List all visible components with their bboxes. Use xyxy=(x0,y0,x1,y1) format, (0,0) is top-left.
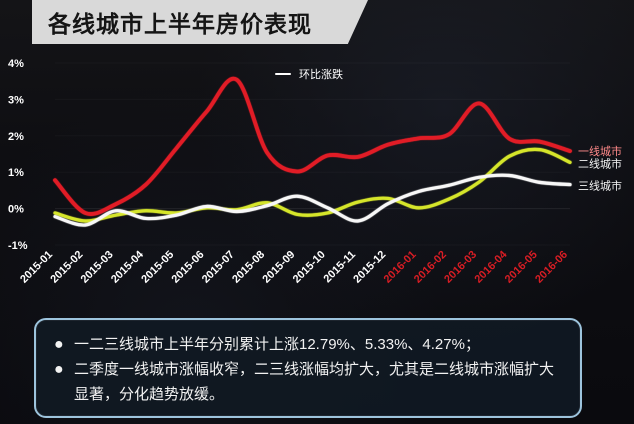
series-1-point-17 xyxy=(538,140,541,143)
series-3-point-5 xyxy=(175,214,178,217)
series-2-point-2 xyxy=(84,220,87,222)
series-2-point-18 xyxy=(569,161,571,164)
series-2-point-17 xyxy=(538,148,541,151)
series-2-point-11 xyxy=(357,201,359,203)
y-tick-label: 1% xyxy=(8,167,24,179)
series-2-point-16 xyxy=(508,155,511,158)
series-3-point-1 xyxy=(54,215,56,218)
bullet-icon: ● xyxy=(54,361,64,378)
x-tick-label: 2015-02 xyxy=(48,249,85,286)
series-3-point-17 xyxy=(538,181,541,184)
series-3-point-6 xyxy=(205,205,208,208)
series-1-point-1 xyxy=(54,179,56,182)
y-tick-label: 4% xyxy=(8,58,24,70)
series-3-point-13 xyxy=(417,190,420,193)
summary-box: ● 一二三线城市上半年分别累计上涨12.79%、5.33%、4.27%； ● 二… xyxy=(34,318,582,418)
summary-item-2: ● 二季度一线城市涨幅收窄，二三线涨幅均扩大，尤其是二线城市涨幅扩大显著，分化趋… xyxy=(54,357,562,407)
x-tick-label: 2016-06 xyxy=(533,249,570,286)
series-2-point-8 xyxy=(266,201,268,204)
x-tick-label: 2015-03 xyxy=(79,249,116,286)
series-3-point-9 xyxy=(296,195,299,198)
series-end-label-3: 三线城市 xyxy=(578,179,622,193)
series-2-point-5 xyxy=(175,212,178,214)
series-end-label-1: 一线城市 xyxy=(578,144,622,158)
x-tick-label: 2015-12 xyxy=(351,249,388,286)
bullet-icon: ● xyxy=(54,336,64,353)
series-1-point-2 xyxy=(84,212,87,214)
summary-text-1: 一二三线城市上半年分别累计上涨12.79%、5.33%、4.27%； xyxy=(74,336,480,353)
series-3-point-11 xyxy=(357,220,359,222)
y-tick-label: 2% xyxy=(8,131,24,143)
series-2-point-1 xyxy=(54,212,56,214)
series-3-point-14 xyxy=(447,184,450,187)
chart-series-layer xyxy=(53,76,572,227)
x-tick-label: 2016-02 xyxy=(412,249,449,286)
series-1-point-4 xyxy=(144,183,147,186)
summary-item-1: ● 一二三线城市上半年分别累计上涨12.79%、5.33%、4.27%； xyxy=(54,332,562,357)
series-2-point-3 xyxy=(114,214,117,217)
series-2-point-13 xyxy=(417,206,420,209)
series-2-point-14 xyxy=(447,198,450,201)
legend-label: 环比涨跌 xyxy=(299,67,343,81)
series-1-point-12 xyxy=(387,143,390,146)
series-1-point-14 xyxy=(447,133,450,136)
series-3-point-7 xyxy=(235,210,238,213)
x-tick-label: 2016-01 xyxy=(382,249,419,286)
series-2-point-12 xyxy=(387,197,390,200)
series-1-point-18 xyxy=(569,150,571,152)
page-title: 各线城市上半年房价表现 xyxy=(48,11,312,37)
x-tick-label: 2015-09 xyxy=(260,249,297,286)
series-3-point-15 xyxy=(478,176,481,179)
series-2-point-10 xyxy=(326,212,329,214)
series-1-point-11 xyxy=(357,156,359,158)
series-3-point-4 xyxy=(144,217,147,220)
series-3-point-8 xyxy=(266,204,268,207)
x-tick-label: 2015-05 xyxy=(139,249,176,286)
series-3-point-10 xyxy=(326,206,329,209)
series-3-point-2 xyxy=(84,224,87,226)
series-1-point-15 xyxy=(478,102,481,105)
chart-grid-layer xyxy=(55,208,570,210)
x-tick-label: 2016-05 xyxy=(503,249,540,286)
series-1-point-10 xyxy=(326,154,329,157)
chart-legend-layer: 环比涨跌 xyxy=(275,67,343,81)
x-tick-label: 2015-01 xyxy=(18,249,55,286)
x-tick-label: 2015-08 xyxy=(230,249,267,286)
series-1-point-5 xyxy=(175,147,178,150)
title-banner: 各线城市上半年房价表现 xyxy=(32,0,368,44)
series-line-3 xyxy=(53,173,572,227)
series-line-1 xyxy=(53,76,572,216)
series-2-point-4 xyxy=(144,209,147,212)
y-tick-label: 0% xyxy=(8,204,24,216)
series-2-point-15 xyxy=(478,181,481,183)
series-end-label-2: 二线城市 xyxy=(578,156,622,170)
y-tick-label: 3% xyxy=(8,94,24,106)
series-1-point-9 xyxy=(296,170,299,173)
series-3-point-12 xyxy=(387,202,390,205)
x-tick-label: 2016-03 xyxy=(442,249,479,286)
x-tick-label: 2015-07 xyxy=(200,249,237,286)
series-1-point-8 xyxy=(266,151,268,154)
x-tick-label: 2015-10 xyxy=(291,249,328,286)
series-3-point-3 xyxy=(114,209,117,212)
series-1-point-7 xyxy=(235,78,238,81)
series-1-point-13 xyxy=(417,137,420,140)
y-tick-label: -1% xyxy=(8,240,28,252)
x-tick-label: 2015-06 xyxy=(170,249,207,286)
series-line-2 xyxy=(53,147,572,223)
series-3-point-16 xyxy=(508,174,511,177)
series-2-point-9 xyxy=(296,213,299,216)
series-1-point-16 xyxy=(508,137,511,140)
series-1-point-3 xyxy=(114,203,117,206)
series-3-point-18 xyxy=(569,183,571,186)
summary-text-2: 二季度一线城市涨幅收窄，二三线涨幅均扩大，尤其是二线城市涨幅扩大显著，分化趋势放… xyxy=(74,361,555,403)
series-1-point-6 xyxy=(205,110,208,113)
